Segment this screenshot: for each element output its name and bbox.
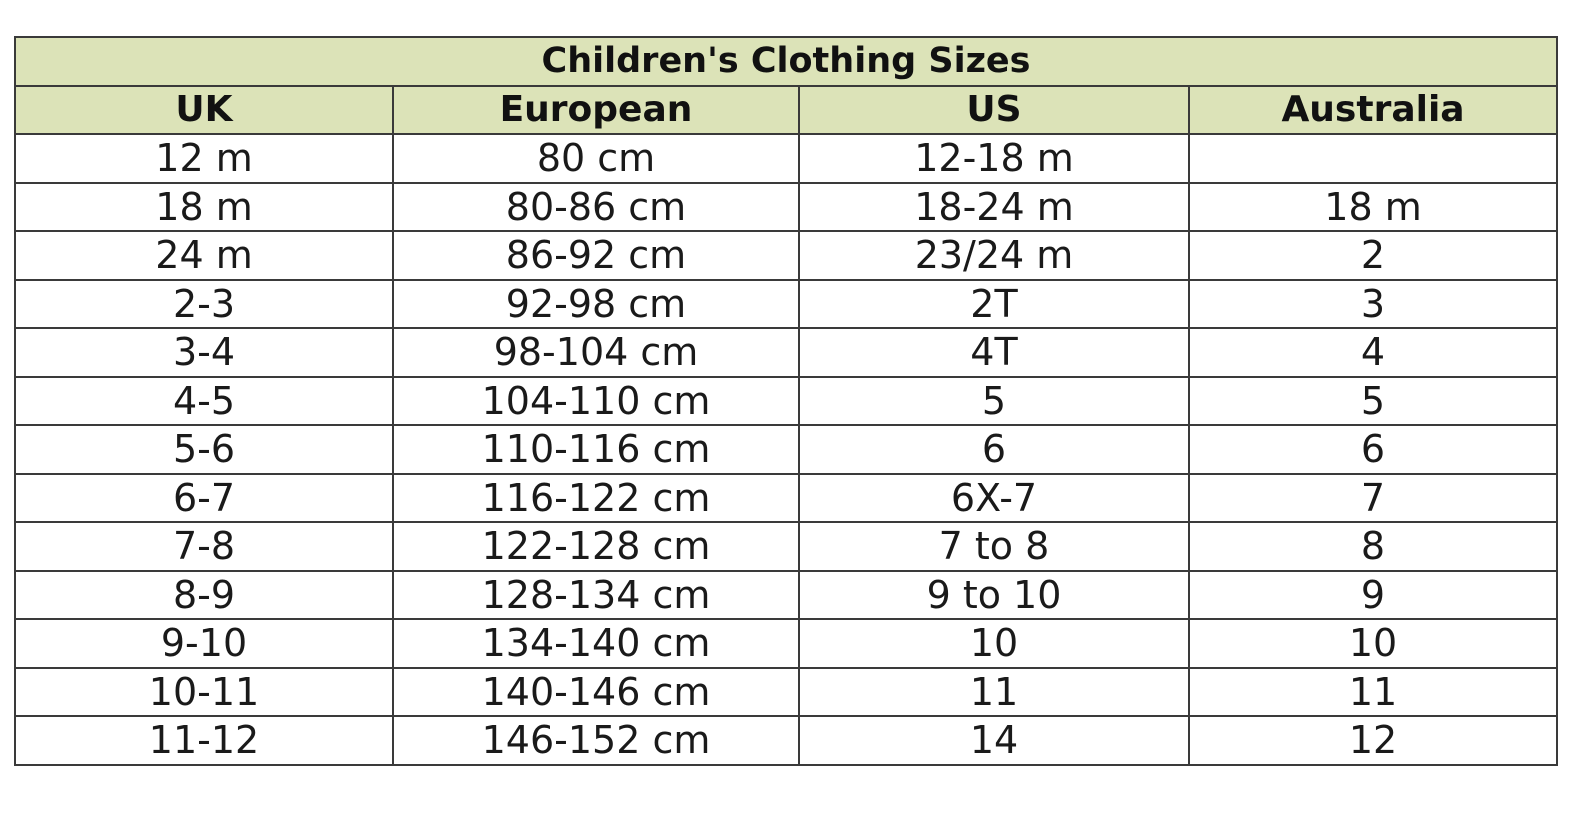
column-header-uk: UK — [14, 84, 394, 135]
table-cell-australia: 7 — [1187, 472, 1559, 523]
table-row: 18 m 80-86 cm 18-24 m 18 m — [14, 181, 1559, 232]
clothing-size-table: Children's Clothing Sizes UK European US Au… — [13, 36, 1559, 766]
table-cell-australia: 8 — [1187, 521, 1559, 572]
table-cell-australia: 11 — [1187, 666, 1559, 717]
table-cell-european: 146-152 cm — [392, 715, 800, 766]
table-cell-australia: 5 — [1187, 375, 1559, 426]
table-row: 4-5 104-110 cm 5 5 — [14, 375, 1559, 426]
table-row: 9-10 134-140 cm 10 10 — [14, 618, 1559, 669]
table-cell-australia: 6 — [1187, 424, 1559, 475]
table-cell-uk: 12 m — [14, 133, 394, 184]
column-header-us: US — [798, 84, 1190, 135]
column-header-australia: Australia — [1187, 84, 1559, 135]
table-cell-uk: 4-5 — [14, 375, 394, 426]
table-cell-european: 80 cm — [392, 133, 800, 184]
table-cell-us: 5 — [798, 375, 1190, 426]
table-row: 11-12 146-152 cm 14 12 — [14, 715, 1559, 766]
table-cell-european: 116-122 cm — [392, 472, 800, 523]
table-cell-uk: 5-6 — [14, 424, 394, 475]
table-cell-uk: 10-11 — [14, 666, 394, 717]
table-cell-european: 110-116 cm — [392, 424, 800, 475]
header-row: UK European US Australia — [14, 84, 1559, 135]
table-cell-australia — [1187, 133, 1559, 184]
table-cell-australia: 4 — [1187, 327, 1559, 378]
table-cell-us: 7 to 8 — [798, 521, 1190, 572]
table-cell-us: 18-24 m — [798, 181, 1190, 232]
table-row: 5-6 110-116 cm 6 6 — [14, 424, 1559, 475]
table-cell-european: 92-98 cm — [392, 278, 800, 329]
table-cell-us: 23/24 m — [798, 230, 1190, 281]
table-cell-us: 14 — [798, 715, 1190, 766]
table-cell-australia: 18 m — [1187, 181, 1559, 232]
table-cell-european: 104-110 cm — [392, 375, 800, 426]
table-row: 10-11 140-146 cm 11 11 — [14, 666, 1559, 717]
table-row: 8-9 128-134 cm 9 to 10 9 — [14, 569, 1559, 620]
table-cell-australia: 3 — [1187, 278, 1559, 329]
table-cell-european: 140-146 cm — [392, 666, 800, 717]
table-cell-european: 128-134 cm — [392, 569, 800, 620]
table-cell-us: 10 — [798, 618, 1190, 669]
table-cell-us: 6 — [798, 424, 1190, 475]
table-row: 6-7 116-122 cm 6X-7 7 — [14, 472, 1559, 523]
table-title: Children's Clothing Sizes — [13, 36, 1559, 87]
table-cell-us: 9 to 10 — [798, 569, 1190, 620]
table-cell-uk: 9-10 — [14, 618, 394, 669]
table-cell-uk: 6-7 — [14, 472, 394, 523]
table-cell-european: 80-86 cm — [392, 181, 800, 232]
table-cell-european: 134-140 cm — [392, 618, 800, 669]
table-cell-australia: 9 — [1187, 569, 1559, 620]
table-cell-uk: 18 m — [14, 181, 394, 232]
table-cell-us: 11 — [798, 666, 1190, 717]
table-row: 12 m 80 cm 12-18 m — [14, 133, 1559, 184]
table-cell-us: 12-18 m — [798, 133, 1190, 184]
table-cell-us: 4T — [798, 327, 1190, 378]
title-row: Children's Clothing Sizes — [13, 36, 1559, 87]
table-cell-european: 86-92 cm — [392, 230, 800, 281]
table-cell-uk: 7-8 — [14, 521, 394, 572]
table-cell-uk: 11-12 — [14, 715, 394, 766]
table-cell-uk: 2-3 — [14, 278, 394, 329]
table-cell-uk: 3-4 — [14, 327, 394, 378]
table-cell-uk: 24 m — [14, 230, 394, 281]
table-cell-us: 2T — [798, 278, 1190, 329]
table-cell-australia: 10 — [1187, 618, 1559, 669]
table-cell-us: 6X-7 — [798, 472, 1190, 523]
table-cell-uk: 8-9 — [14, 569, 394, 620]
column-header-european: European — [392, 84, 800, 135]
table-cell-australia: 12 — [1187, 715, 1559, 766]
table-cell-european: 122-128 cm — [392, 521, 800, 572]
table-cell-australia: 2 — [1187, 230, 1559, 281]
table-row: 2-3 92-98 cm 2T 3 — [14, 278, 1559, 329]
table-cell-european: 98-104 cm — [392, 327, 800, 378]
table-row: 3-4 98-104 cm 4T 4 — [14, 327, 1559, 378]
